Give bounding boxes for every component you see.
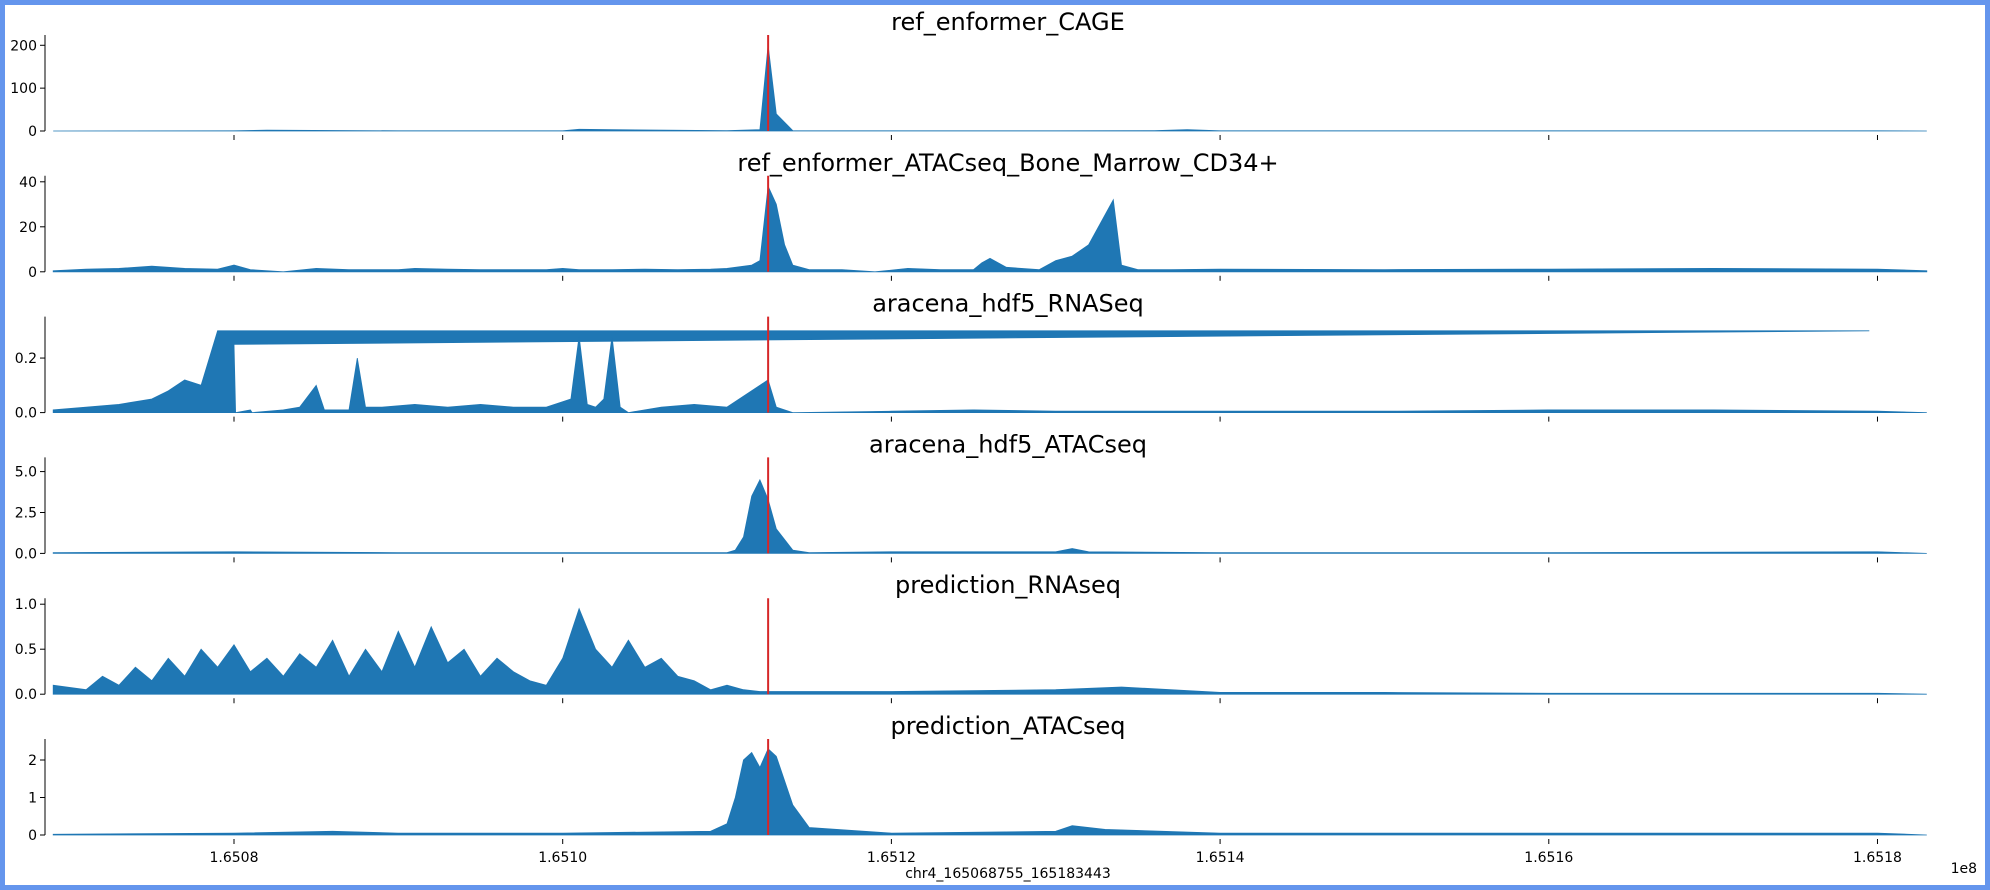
y-tick-label: 0.5 — [15, 642, 37, 658]
y-tick-label: 0.0 — [15, 687, 37, 703]
y-tick-label: 0 — [28, 828, 37, 844]
track-title: aracena_hdf5_RNASeq — [872, 290, 1144, 318]
signal-area — [52, 184, 1928, 273]
y-tick-label: 0.0 — [15, 546, 37, 562]
y-tick-label: 20 — [19, 220, 37, 236]
x-tick-label: 1.6516 — [1524, 850, 1573, 866]
y-tick-label: 0.2 — [15, 351, 37, 367]
x-tick-label: 1.6518 — [1853, 850, 1902, 866]
x-tick-label: 1.6508 — [210, 850, 259, 866]
signal-area — [52, 478, 1927, 554]
y-tick-label: 2.5 — [15, 505, 37, 521]
y-tick-label: 0.0 — [15, 406, 37, 422]
track-title: ref_enformer_ATACseq_Bone_Marrow_CD34+ — [737, 149, 1278, 177]
y-tick-label: 1.0 — [15, 597, 37, 613]
y-tick-label: 0 — [28, 124, 37, 140]
signal-area — [52, 330, 1927, 414]
track-panel-3: aracena_hdf5_RNASeq 0.0 0.2 — [15, 290, 1927, 422]
track-panel-4: aracena_hdf5_ATACseq 0.0 2.5 5.0 — [15, 430, 1927, 563]
x-axis-offset-label: 1e8 — [1951, 861, 1977, 877]
x-tick-label: 1.6512 — [867, 850, 916, 866]
x-axis-label: chr4_165068755_165183443 — [905, 866, 1111, 882]
x-tick-label: 1.6510 — [538, 850, 587, 866]
signal-area — [52, 607, 1927, 695]
y-tick-label: 1 — [28, 791, 37, 807]
y-tick-label: 100 — [10, 81, 37, 97]
figure-canvas: ref_enformer_CAGE 0 100 200 ref_enformer_ATA… — [5, 5, 1985, 885]
y-tick-label: 40 — [19, 175, 37, 191]
y-tick-label: 0 — [28, 265, 37, 281]
track-panel-1: ref_enformer_CAGE 0 100 200 — [10, 8, 1927, 140]
signal-area — [52, 748, 1927, 836]
track-panel-5: prediction_RNAseq 0.0 0.5 1.0 — [15, 571, 1927, 704]
track-title: prediction_ATACseq — [890, 712, 1125, 740]
y-tick-label: 5.0 — [15, 465, 37, 481]
track-title: ref_enformer_CAGE — [891, 8, 1125, 36]
track-title: prediction_RNAseq — [895, 571, 1121, 599]
track-panel-6: prediction_ATACseq 0 1 2 1.6508 1.6510 1.6512 1… — [28, 712, 1977, 882]
y-tick-label: 2 — [28, 753, 37, 769]
multi-track-area-chart: ref_enformer_CAGE0100200ref_enformer_ATA… — [10, 8, 1977, 882]
signal-area — [53, 45, 1927, 132]
y-tick-label: 200 — [10, 38, 37, 54]
track-panel-2: ref_enformer_ATACseq_Bone_Marrow_CD34+ 0 2… — [19, 149, 1928, 281]
x-tick-label: 1.6514 — [1196, 850, 1245, 866]
track-title: aracena_hdf5_ATACseq — [869, 430, 1147, 458]
